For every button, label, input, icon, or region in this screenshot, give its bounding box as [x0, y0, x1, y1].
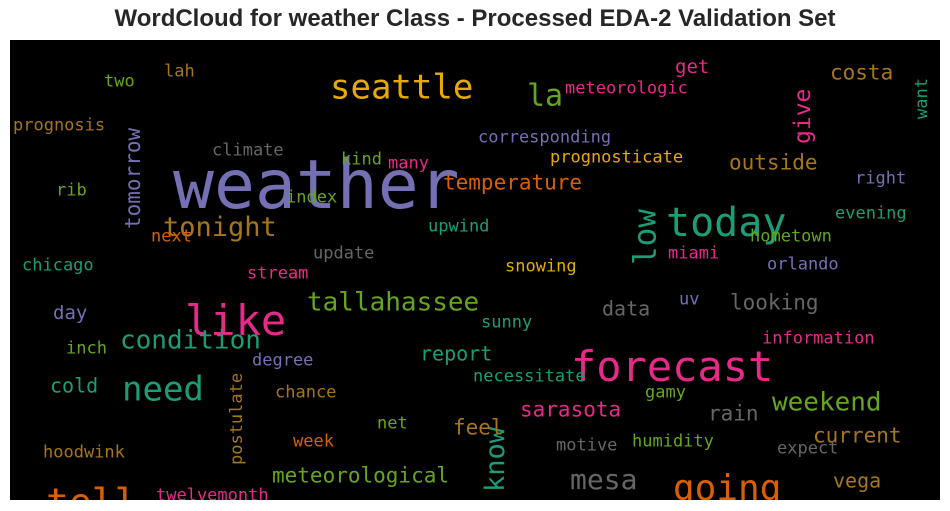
word-weather: weather [173, 146, 460, 225]
word-expect: expect [777, 438, 838, 458]
word-tell: tell [46, 481, 138, 500]
word-meteorological: meteorological [272, 463, 449, 487]
word-report: report [420, 342, 492, 366]
word-twelvemonth: twelvemonth [156, 485, 269, 500]
word-chicago: chicago [22, 255, 94, 275]
word-climate: climate [212, 140, 284, 160]
word-sarasota: sarasota [520, 397, 621, 421]
word-tallahassee: tallahassee [307, 287, 479, 317]
word-weekend: weekend [772, 387, 882, 417]
word-prognosticate: prognosticate [550, 147, 683, 167]
word-gamy: gamy [645, 382, 686, 402]
word-mesa: mesa [570, 463, 637, 496]
word-motive: motive [556, 435, 617, 455]
word-orlando: orlando [767, 254, 839, 274]
word-humidity: humidity [632, 431, 714, 451]
chart-title: WordCloud for weather Class - Processed … [114, 5, 836, 32]
word-chance: chance [275, 382, 336, 402]
word-seattle: seattle [330, 68, 473, 108]
word-feel: feel [453, 415, 504, 439]
word-index: index [286, 187, 337, 207]
word-data: data [602, 297, 650, 321]
word-hometown: hometown [750, 226, 832, 246]
word-give: give [790, 89, 816, 144]
word-many: many [388, 153, 429, 173]
word-snowing: snowing [505, 256, 577, 276]
word-uv: uv [679, 289, 699, 309]
word-get: get [675, 56, 709, 78]
word-current: current [813, 423, 902, 447]
word-postulate: postulate [227, 373, 247, 465]
word-corresponding: corresponding [478, 127, 611, 147]
word-meteorologic: meteorologic [565, 78, 688, 98]
word-right: right [855, 168, 906, 188]
word-today: today [666, 200, 786, 246]
word-net: net [377, 413, 408, 433]
word-tonight: tonight [163, 212, 277, 243]
word-upwind: upwind [428, 216, 489, 236]
word-week: week [293, 431, 334, 451]
word-inch: inch [66, 338, 107, 358]
word-costa: costa [830, 60, 893, 84]
word-cold: cold [50, 374, 98, 398]
word-looking: looking [730, 290, 819, 314]
word-la: la [527, 78, 563, 113]
word-evening: evening [835, 203, 907, 223]
word-hoodwink: hoodwink [43, 442, 125, 462]
word-lah: lah [164, 61, 195, 81]
word-kind: kind [341, 149, 382, 169]
word-need: need [122, 370, 204, 410]
word-two: two [104, 71, 135, 91]
word-degree: degree [252, 350, 313, 370]
word-want: want [912, 78, 932, 119]
word-like: like [185, 296, 286, 345]
word-rib: rib [56, 180, 87, 200]
word-day: day [53, 302, 87, 324]
word-miami: miami [668, 243, 719, 263]
word-rain: rain [708, 401, 759, 425]
word-know: know [480, 426, 511, 492]
word-necessitate: necessitate [473, 366, 586, 386]
word-going: going [673, 468, 781, 500]
word-tomorrow: tomorrow [121, 127, 145, 229]
word-forecast: forecast [571, 342, 773, 391]
word-next: next [151, 226, 192, 246]
word-outside: outside [729, 150, 818, 174]
word-update: update [313, 243, 374, 263]
wordcloud-panel: weather forecast like today tell going seattle… [10, 40, 940, 500]
word-stream: stream [247, 263, 308, 283]
word-low: low [627, 209, 663, 265]
word-sunny: sunny [481, 312, 532, 332]
word-prognosis: prognosis [13, 115, 105, 135]
word-condition: condition [120, 325, 261, 355]
wordcloud-svg: weather forecast like today tell going seattle… [10, 40, 940, 500]
word-information: information [762, 328, 875, 348]
word-temperature: temperature [443, 170, 582, 194]
word-vega: vega [833, 469, 881, 493]
